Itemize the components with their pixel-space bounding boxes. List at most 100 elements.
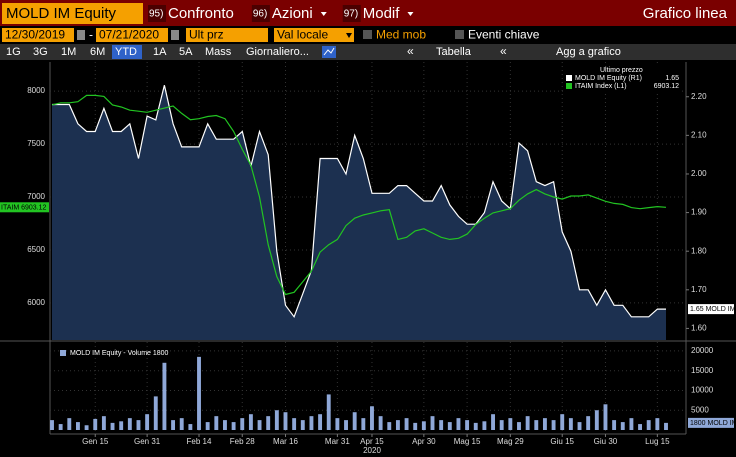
bar <box>664 422 668 430</box>
bar <box>214 416 219 430</box>
dropdown-arrow[interactable] <box>346 33 352 38</box>
legend-name: MOLD IM Equity <box>575 75 627 82</box>
bar <box>127 418 132 430</box>
calendar-icon[interactable] <box>77 30 85 40</box>
collapse-icon[interactable]: « <box>407 44 414 58</box>
menu-dropdown[interactable] <box>407 12 414 16</box>
bar <box>257 420 262 430</box>
menu-label[interactable]: Modif <box>363 5 401 22</box>
bar <box>629 418 634 430</box>
bar <box>560 414 565 430</box>
series-tag <box>0 202 49 213</box>
frequency[interactable]: Giornaliero... <box>246 46 309 58</box>
series-tag-text: 1800 MOLD IM <box>690 420 736 427</box>
legend-label: ITAIM Index (L1) <box>575 83 627 90</box>
legend <box>563 64 681 93</box>
period[interactable]: 5A <box>179 46 193 58</box>
bar <box>646 420 651 430</box>
legend-value: 1800 <box>153 350 169 357</box>
checkbox[interactable] <box>455 30 464 39</box>
start-date[interactable]: 12/30/2019 <box>5 28 65 42</box>
bar <box>309 416 314 430</box>
bar <box>84 425 89 430</box>
bar <box>58 424 63 430</box>
checkbox[interactable] <box>363 30 372 39</box>
menu-dropdown[interactable] <box>320 12 327 16</box>
tag-value: 1800 <box>690 420 706 427</box>
menu-key[interactable]: 97) <box>344 9 358 20</box>
y-tick-label: 6500 <box>27 245 45 254</box>
period[interactable]: 1G <box>6 46 21 58</box>
ticker-box[interactable] <box>2 3 143 24</box>
bar <box>594 410 599 430</box>
bar <box>534 420 539 430</box>
period[interactable]: 1M <box>61 46 76 58</box>
series-tag <box>688 417 734 428</box>
menu-key[interactable]: 96) <box>253 9 267 20</box>
bar <box>223 420 227 430</box>
period[interactable]: 6M <box>90 46 105 58</box>
bar <box>456 418 461 430</box>
period[interactable]: Mass <box>205 46 232 58</box>
x-tick-label: Apr 15 <box>360 437 384 446</box>
bar <box>240 418 245 430</box>
legend-title: Ultimo prezzo <box>600 67 643 74</box>
period[interactable]: 3G <box>33 46 48 58</box>
menu-label[interactable]: Azioni <box>272 5 313 22</box>
period[interactable]: YTD <box>115 46 137 58</box>
bar <box>274 410 279 430</box>
price-field[interactable]: Ult prz <box>189 28 224 42</box>
bar <box>335 418 340 430</box>
legend-name: ITAIM Index <box>575 83 613 90</box>
end-date[interactable]: 07/21/2020 <box>99 28 159 42</box>
x-tick-label: Lug 15 <box>645 437 670 446</box>
y2-tick-label: 20000 <box>691 346 714 355</box>
y2-tick-label: 5000 <box>691 405 709 414</box>
legend-label: MOLD IM Equity - Volume 1800 <box>70 350 169 357</box>
menu-key-box[interactable] <box>148 5 166 22</box>
bar <box>318 414 323 430</box>
bar <box>162 362 167 430</box>
bar <box>50 420 54 430</box>
legend-value: 6903.12 <box>654 83 679 90</box>
bar <box>551 420 556 430</box>
menu-key-box[interactable] <box>251 5 270 22</box>
date-field[interactable] <box>96 28 168 42</box>
bar <box>283 412 288 430</box>
option-label[interactable]: Med mob <box>376 28 426 42</box>
menu-label[interactable]: Confronto <box>168 5 234 22</box>
x-tick-label: Giu 30 <box>594 437 618 446</box>
bar <box>620 422 625 430</box>
period[interactable]: 1A <box>153 46 167 58</box>
date-field[interactable] <box>2 28 74 42</box>
field-box[interactable] <box>186 28 268 42</box>
legend-axis: (R1) <box>628 75 642 82</box>
calendar-icon[interactable] <box>171 30 179 40</box>
table-button[interactable]: Tabella <box>436 46 472 58</box>
bar <box>421 421 426 430</box>
bar <box>395 420 400 430</box>
chart-icon[interactable] <box>322 46 336 58</box>
y2-tick-label: 10000 <box>691 386 714 395</box>
bar <box>430 416 435 430</box>
bar <box>344 420 348 430</box>
series-tag-text: ITAIM 6903.12 <box>1 204 47 211</box>
y-tick-label: 6000 <box>27 298 45 307</box>
menu-key-box[interactable] <box>342 5 361 22</box>
menu-key[interactable]: 95) <box>149 9 163 20</box>
legend-swatch <box>60 350 66 356</box>
ticker[interactable]: MOLD IM Equity <box>6 5 117 22</box>
currency-box[interactable] <box>274 28 354 42</box>
bar <box>404 418 409 430</box>
bar <box>473 422 478 430</box>
currency[interactable]: Val locale <box>277 28 328 42</box>
option-label[interactable]: Eventi chiave <box>468 28 540 42</box>
tag-value: 1.65 <box>690 306 704 313</box>
line <box>52 85 666 319</box>
bar <box>101 416 106 430</box>
add-button[interactable]: Agg a grafico <box>556 46 621 58</box>
legend-swatch <box>566 83 572 89</box>
collapse-icon[interactable]: « <box>500 44 507 58</box>
